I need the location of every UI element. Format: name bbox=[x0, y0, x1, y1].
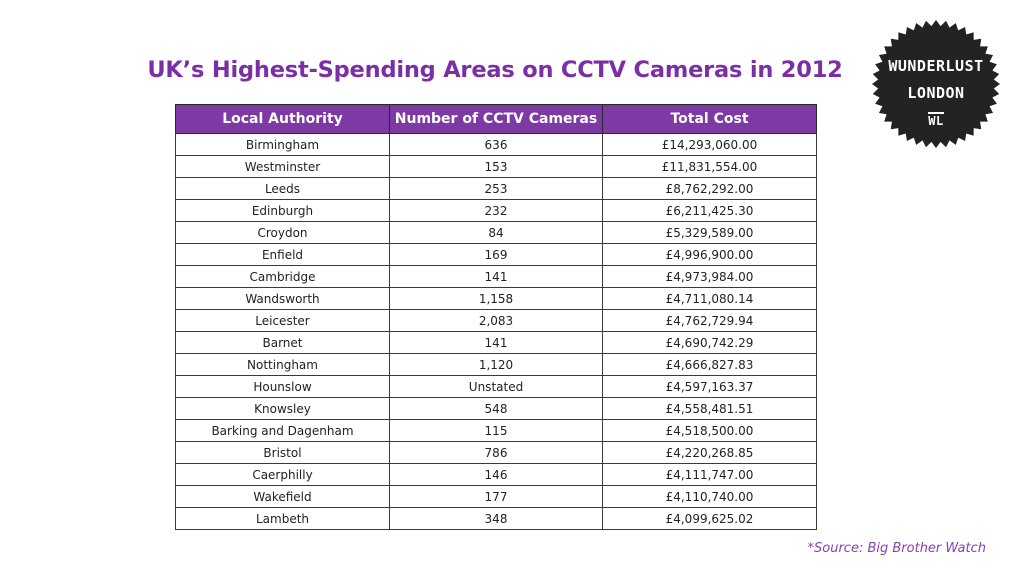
camera-count-cell: 84 bbox=[389, 221, 603, 244]
local-authority-cell: Wandsworth bbox=[175, 287, 390, 310]
badge-seal-shape bbox=[872, 20, 1000, 148]
local-authority-cell: Barking and Dagenham bbox=[175, 419, 390, 442]
total-cost-cell: £4,220,268.85 bbox=[602, 441, 817, 464]
local-authority-cell: Hounslow bbox=[175, 375, 390, 398]
local-authority-cell: Lambeth bbox=[175, 507, 390, 530]
camera-count-cell: 1,158 bbox=[389, 287, 603, 310]
camera-count-cell: 177 bbox=[389, 485, 603, 508]
table-row: Westminster 153 £11,831,554.00 bbox=[175, 155, 817, 178]
table-row: Leeds 253 £8,762,292.00 bbox=[175, 177, 817, 200]
camera-count-cell: 636 bbox=[389, 133, 603, 156]
total-cost-cell: £4,973,984.00 bbox=[602, 265, 817, 288]
column-header-total-cost: Total Cost bbox=[602, 104, 817, 134]
table-row: Nottingham 1,120 £4,666,827.83 bbox=[175, 353, 817, 376]
camera-count-cell: Unstated bbox=[389, 375, 603, 398]
wunderlust-london-logo: WUNDERLUST LONDON WL bbox=[872, 20, 1000, 148]
page-title: UK’s Highest-Spending Areas on CCTV Came… bbox=[147, 57, 843, 83]
table-header-row: Local Authority Number of CCTV Cameras T… bbox=[175, 104, 817, 134]
local-authority-cell: Nottingham bbox=[175, 353, 390, 376]
camera-count-cell: 115 bbox=[389, 419, 603, 442]
local-authority-cell: Birmingham bbox=[175, 133, 390, 156]
camera-count-cell: 548 bbox=[389, 397, 603, 420]
local-authority-cell: Leeds bbox=[175, 177, 390, 200]
total-cost-cell: £4,558,481.51 bbox=[602, 397, 817, 420]
logo-line-2: LONDON bbox=[907, 84, 965, 102]
total-cost-cell: £4,111,747.00 bbox=[602, 463, 817, 486]
total-cost-cell: £4,110,740.00 bbox=[602, 485, 817, 508]
table-row: Lambeth 348 £4,099,625.02 bbox=[175, 507, 817, 530]
total-cost-cell: £4,762,729.94 bbox=[602, 309, 817, 332]
table-row: Wakefield 177 £4,110,740.00 bbox=[175, 485, 817, 508]
total-cost-cell: £4,666,827.83 bbox=[602, 353, 817, 376]
logo-divider bbox=[928, 112, 944, 114]
camera-count-cell: 348 bbox=[389, 507, 603, 530]
table-row: Enfield 169 £4,996,900.00 bbox=[175, 243, 817, 266]
table-row: Barnet 141 £4,690,742.29 bbox=[175, 331, 817, 354]
logo-line-1: WUNDERLUST bbox=[888, 57, 984, 75]
camera-count-cell: 232 bbox=[389, 199, 603, 222]
table-row: Edinburgh 232 £6,211,425.30 bbox=[175, 199, 817, 222]
camera-count-cell: 786 bbox=[389, 441, 603, 464]
camera-count-cell: 146 bbox=[389, 463, 603, 486]
camera-count-cell: 141 bbox=[389, 331, 603, 354]
total-cost-cell: £4,597,163.37 bbox=[602, 375, 817, 398]
table-row: Hounslow Unstated £4,597,163.37 bbox=[175, 375, 817, 398]
column-header-local-authority: Local Authority bbox=[175, 104, 390, 134]
table-row: Croydon 84 £5,329,589.00 bbox=[175, 221, 817, 244]
cctv-spending-table: Local Authority Number of CCTV Cameras T… bbox=[175, 104, 817, 530]
camera-count-cell: 141 bbox=[389, 265, 603, 288]
local-authority-cell: Knowsley bbox=[175, 397, 390, 420]
table-row: Barking and Dagenham 115 £4,518,500.00 bbox=[175, 419, 817, 442]
local-authority-cell: Cambridge bbox=[175, 265, 390, 288]
camera-count-cell: 253 bbox=[389, 177, 603, 200]
local-authority-cell: Westminster bbox=[175, 155, 390, 178]
total-cost-cell: £4,996,900.00 bbox=[602, 243, 817, 266]
source-note: *Source: Big Brother Watch bbox=[807, 541, 986, 556]
total-cost-cell: £4,518,500.00 bbox=[602, 419, 817, 442]
camera-count-cell: 169 bbox=[389, 243, 603, 266]
camera-count-cell: 2,083 bbox=[389, 309, 603, 332]
table-row: Wandsworth 1,158 £4,711,080.14 bbox=[175, 287, 817, 310]
table-row: Bristol 786 £4,220,268.85 bbox=[175, 441, 817, 464]
total-cost-cell: £5,329,589.00 bbox=[602, 221, 817, 244]
local-authority-cell: Barnet bbox=[175, 331, 390, 354]
camera-count-cell: 1,120 bbox=[389, 353, 603, 376]
total-cost-cell: £4,690,742.29 bbox=[602, 331, 817, 354]
column-header-number-of-cameras: Number of CCTV Cameras bbox=[389, 104, 603, 134]
table-row: Caerphilly 146 £4,111,747.00 bbox=[175, 463, 817, 486]
local-authority-cell: Leicester bbox=[175, 309, 390, 332]
local-authority-cell: Wakefield bbox=[175, 485, 390, 508]
total-cost-cell: £11,831,554.00 bbox=[602, 155, 817, 178]
total-cost-cell: £4,711,080.14 bbox=[602, 287, 817, 310]
table-row: Birmingham 636 £14,293,060.00 bbox=[175, 133, 817, 156]
total-cost-cell: £6,211,425.30 bbox=[602, 199, 817, 222]
table-row: Leicester 2,083 £4,762,729.94 bbox=[175, 309, 817, 332]
total-cost-cell: £4,099,625.02 bbox=[602, 507, 817, 530]
camera-count-cell: 153 bbox=[389, 155, 603, 178]
logo-line-3: WL bbox=[928, 114, 944, 128]
total-cost-cell: £8,762,292.00 bbox=[602, 177, 817, 200]
table-row: Knowsley 548 £4,558,481.51 bbox=[175, 397, 817, 420]
local-authority-cell: Caerphilly bbox=[175, 463, 390, 486]
local-authority-cell: Croydon bbox=[175, 221, 390, 244]
total-cost-cell: £14,293,060.00 bbox=[602, 133, 817, 156]
local-authority-cell: Bristol bbox=[175, 441, 390, 464]
table-row: Cambridge 141 £4,973,984.00 bbox=[175, 265, 817, 288]
local-authority-cell: Edinburgh bbox=[175, 199, 390, 222]
local-authority-cell: Enfield bbox=[175, 243, 390, 266]
